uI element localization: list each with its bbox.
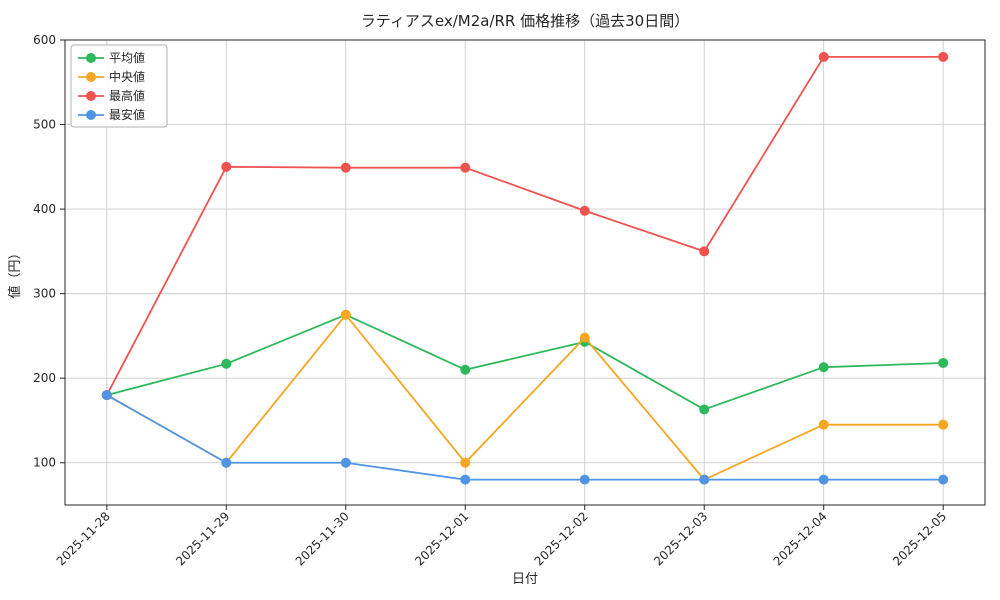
y-axis: 100 200 300 400 500 600 (33, 33, 65, 470)
x-tick-label: 2025-11-29 (173, 509, 232, 568)
x-tick-label: 2025-11-28 (54, 509, 113, 568)
data-point-max (340, 162, 351, 173)
x-tick-label: 2025-12-01 (412, 509, 471, 568)
data-point-min (340, 457, 351, 468)
axes-spines (64, 39, 986, 506)
y-tick-label: 500 (33, 118, 56, 132)
data-point-average (221, 358, 232, 369)
y-tick-label: 300 (33, 287, 56, 301)
data-point-max (460, 162, 471, 173)
series-line-median (105, 313, 945, 481)
data-point-min (221, 457, 232, 468)
legend-label-median: 中央値 (109, 69, 145, 84)
data-point-median (460, 457, 471, 468)
series-min (101, 390, 949, 485)
data-point-min (579, 474, 590, 485)
data-point-median (340, 309, 351, 320)
y-tick-label: 400 (33, 202, 56, 216)
legend-label-max: 最高値 (109, 88, 145, 103)
data-point-median (579, 332, 590, 343)
data-point-min (699, 474, 710, 485)
series-line-max (105, 56, 945, 396)
data-point-median (938, 419, 949, 430)
data-point-min (101, 390, 112, 401)
data-point-max (579, 205, 590, 216)
legend-label-min: 最安値 (109, 107, 145, 122)
data-point-max (699, 246, 710, 257)
legend-marker-min (86, 110, 96, 120)
series-line-min (105, 394, 945, 481)
plot-area (65, 40, 985, 505)
x-axis-label: 日付 (512, 572, 538, 587)
data-point-min (938, 474, 949, 485)
x-tick-label: 2025-12-04 (771, 509, 830, 568)
series-line-average (105, 313, 945, 411)
y-tick-label: 100 (33, 456, 56, 470)
data-point-max (818, 51, 829, 62)
chart-title: ラティアスex/M2a/RR 価格推移（過去30日間） (361, 12, 689, 30)
legend-item-max: 最高値 (78, 88, 145, 103)
legend-item-min: 最安値 (78, 107, 145, 122)
data-point-average (460, 364, 471, 375)
data-point-max (221, 161, 232, 172)
data-point-average (938, 357, 949, 368)
data-point-min (818, 474, 829, 485)
x-tick-label: 2025-12-03 (651, 509, 710, 568)
x-tick-label: 2025-11-30 (293, 509, 352, 568)
data-point-min (460, 474, 471, 485)
x-tick-label: 2025-12-02 (532, 509, 591, 568)
legend-item-average: 平均値 (78, 50, 145, 65)
x-axis: 2025-11-28 2025-11-29 2025-11-30 2025-12-01… (54, 505, 949, 568)
y-tick-label: 200 (33, 371, 56, 385)
y-axis-label: 値（円） (7, 246, 23, 298)
data-point-max (938, 51, 949, 62)
legend-marker-average (86, 53, 96, 63)
legend-marker-max (86, 91, 96, 101)
y-tick-label: 600 (33, 33, 56, 47)
legend-marker-median (86, 72, 96, 82)
legend-box (70, 44, 168, 128)
data-point-median (818, 419, 829, 430)
x-tick-label: 2025-12-05 (890, 509, 949, 568)
data-point-average (699, 404, 710, 415)
data-point-average (818, 362, 829, 373)
legend-label-average: 平均値 (109, 50, 145, 65)
legend-item-median: 中央値 (78, 69, 145, 84)
